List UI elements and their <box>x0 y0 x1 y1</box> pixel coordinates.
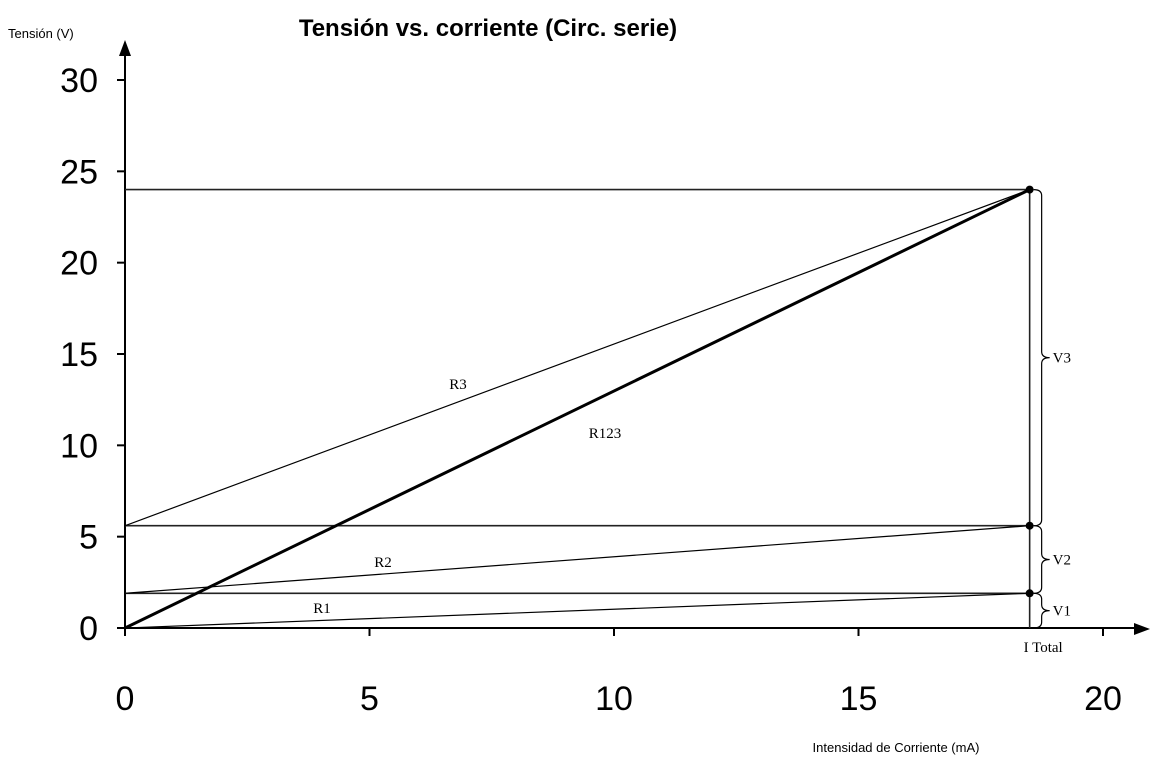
y-tick-label: 5 <box>79 519 98 557</box>
brace-v1 <box>1033 592 1050 629</box>
data-point <box>1025 589 1034 598</box>
series-label-r3: R3 <box>449 377 467 393</box>
chart-title: Tensión vs. corriente (Circ. serie) <box>299 15 677 42</box>
x-tick-label: 5 <box>360 680 379 718</box>
x-tick-label: 0 <box>116 680 135 718</box>
brace-label-v3: V3 <box>1053 351 1071 367</box>
y-tick-label: 0 <box>79 610 98 648</box>
y-tick-label: 30 <box>60 62 98 100</box>
brace-v2 <box>1033 525 1050 594</box>
brace-label-v2: V2 <box>1053 553 1071 569</box>
plot-area: 0 5 10 15 20 25 30 0 5 10 15 20 I Total R1 R2 R3 R123 V1 V… <box>60 40 1150 718</box>
data-point <box>1025 185 1034 194</box>
x-axis-arrow <box>1134 623 1150 635</box>
i-total-label: I Total <box>1024 640 1063 656</box>
brace-v3 <box>1033 189 1050 527</box>
x-tick-label: 15 <box>840 680 878 718</box>
brace-label-v1: V1 <box>1053 604 1071 620</box>
y-axis-arrow <box>119 40 131 56</box>
y-tick-label: 20 <box>60 245 98 283</box>
series-line-r1 <box>124 592 1030 629</box>
x-axis-label: Intensidad de Corriente (mA) <box>813 740 980 755</box>
series-line-r2 <box>124 525 1030 594</box>
series-label-r123: R123 <box>589 426 622 442</box>
data-point <box>1025 521 1034 530</box>
x-tick-label: 20 <box>1084 680 1122 718</box>
series-label-r2: R2 <box>374 555 392 571</box>
y-axis-label: Tensión (V) <box>8 26 74 41</box>
x-tick-label: 10 <box>595 680 633 718</box>
y-tick-label: 10 <box>60 427 98 465</box>
series-line-r123 <box>124 188 1031 630</box>
series-line-r3 <box>124 189 1030 527</box>
y-tick-label: 15 <box>60 336 98 374</box>
series-label-r1: R1 <box>313 601 331 617</box>
y-tick-label: 25 <box>60 153 98 191</box>
